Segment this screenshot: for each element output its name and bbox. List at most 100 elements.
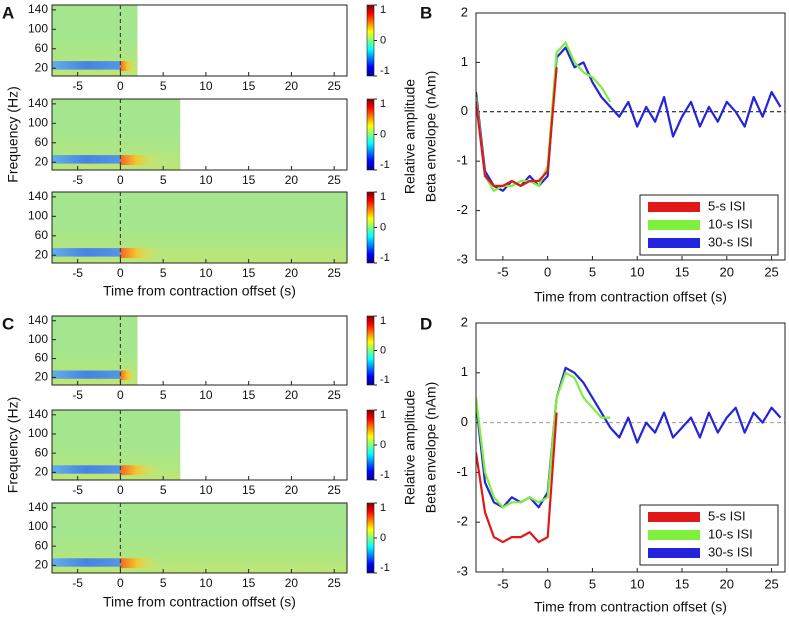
x-tick-label: -5 [72,79,83,93]
colorbar-tick-label: -1 [380,374,390,386]
legend-swatch [648,238,700,248]
series-line [476,366,782,509]
colorbar-tick-label: -1 [380,469,390,481]
x-tick-label: 10 [630,264,644,279]
beta-suppression-band [52,558,121,567]
x-tick-label: 20 [285,388,299,402]
x-tick-label: 20 [285,576,299,590]
y-tick-label: 140 [28,96,48,110]
plot-frame [475,322,786,573]
colorbar-tick-label: 1 [380,191,386,203]
x-axis-label: Time from contraction offset (s) [103,594,296,610]
x-tick-label: 0 [117,173,124,187]
y-tick-label: 20 [35,247,49,261]
y-tick-label: 140 [28,313,48,327]
y-tick-label: 100 [28,115,48,129]
beta-rebound-patch [120,248,161,259]
legend-label: 10-s ISI [708,216,753,231]
panel-letter: B [420,3,432,22]
x-tick-label: 0 [544,576,551,591]
plot-frame [51,98,348,171]
x-tick-label: 0 [117,79,124,93]
y-tick-label: 60 [35,445,49,459]
plot-frame [51,191,348,264]
x-tick-label: 5 [160,266,167,280]
legend-swatch [648,512,700,522]
y-tick-label: 0 [461,103,468,118]
y-tick-label: -3 [456,251,468,266]
x-tick-label: 5 [160,173,167,187]
y-tick-label: -2 [456,514,468,529]
colorbar [366,502,375,574]
series-line [476,67,558,187]
x-tick-label: 20 [285,483,299,497]
beta-rebound-patch [120,465,161,476]
x-axis-label: Time from contraction offset (s) [534,289,727,305]
beta-rebound-patch [120,558,161,569]
x-tick-label: 5 [160,388,167,402]
y-tick-label: 2 [461,4,468,19]
x-tick-label: 10 [199,576,213,590]
colorbar-tick-label: -1 [380,252,390,264]
x-tick-label: 15 [242,576,256,590]
x-tick-label: 5 [589,576,596,591]
x-tick-label: -5 [497,264,509,279]
y-tick-label: 100 [28,21,48,35]
x-tick-label: 0 [544,264,551,279]
colorbar-tick-label: 0 [380,34,386,46]
plot-frame [475,12,786,261]
x-tick-label: 10 [199,79,213,93]
legend: 5-s ISI 10-s ISI 30-s ISI [639,194,779,256]
beta-suppression-band [52,370,121,379]
y-tick-label: 60 [35,228,49,242]
y-tick-label: 60 [35,41,49,55]
y-tick-label: 140 [28,500,48,514]
y-tick-label: 100 [28,426,48,440]
y-tick-label: 140 [28,189,48,203]
y-tick-label: 2 [461,314,468,329]
panel-letter: A [2,3,14,22]
x-tick-label: 0 [117,266,124,280]
x-tick-label: 25 [327,79,341,93]
y-axis-label: Beta envelope (nAm) [423,382,439,514]
colorbar-tick-label: 0 [380,221,386,233]
legend: 5-s ISI 10-s ISI 30-s ISI [639,504,779,566]
y-tick-label: 100 [28,519,48,533]
x-tick-label: 20 [285,266,299,280]
y-tick-label: 140 [28,2,48,16]
y-tick-label: -3 [456,563,468,578]
colorbar-tick-label: 0 [380,532,386,544]
y-tick-label: 140 [28,407,48,421]
x-tick-label: 15 [242,79,256,93]
colorbar-tick-label: -1 [380,562,390,574]
x-tick-label: 25 [764,576,778,591]
colorbar [366,98,375,171]
x-tick-label: 5 [160,79,167,93]
x-tick-label: 10 [630,576,644,591]
colorbar-tick-label: 0 [380,439,386,451]
x-tick-label: 5 [589,264,596,279]
legend-swatch [648,548,700,558]
colorbar-tick-label: 1 [380,98,386,110]
beta-rebound-patch [120,61,138,72]
x-tick-label: -5 [72,576,83,590]
y-tick-label: -1 [456,153,468,168]
colorbar-tick-label: 1 [380,409,386,421]
y-tick-label: -2 [456,202,468,217]
series-line [476,371,611,509]
y-tick-label: -1 [456,464,468,479]
colorbar-tick-label: 0 [380,128,386,140]
x-tick-label: 25 [327,388,341,402]
colorbar-tick-label: 0 [380,344,386,356]
legend-label: 10-s ISI [708,526,753,541]
x-tick-label: 5 [160,576,167,590]
x-tick-label: 20 [720,264,734,279]
colorbar [366,315,375,386]
colorbar-tick-label: 1 [380,315,386,327]
beta-suppression-band [52,465,121,474]
series-line [476,46,782,192]
